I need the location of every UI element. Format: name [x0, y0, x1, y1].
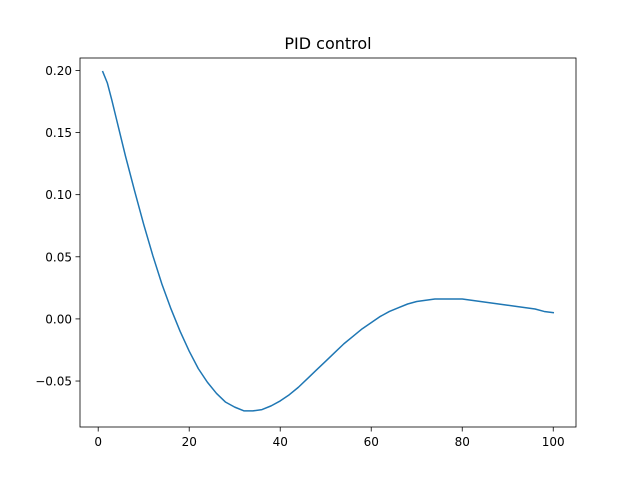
chart-title: PID control	[284, 34, 371, 53]
y-tick-label: −0.05	[35, 375, 72, 389]
y-tick-label: 0.15	[45, 126, 72, 140]
x-tick-label: 80	[455, 435, 470, 449]
plot-area: 0 20 40 60 80 100 −0.05 0.00 0.05 0.10 0.15 0.20	[35, 57, 577, 449]
x-tick-label: 0	[94, 435, 102, 449]
axes-frame	[79, 57, 577, 428]
y-tick-label: 0.05	[45, 250, 72, 264]
x-tick-label: 40	[273, 435, 288, 449]
x-tick-label: 60	[364, 435, 379, 449]
y-tick-label: 0.00	[45, 312, 72, 326]
y-tick-label: 0.20	[45, 64, 72, 78]
y-tick-label: 0.10	[45, 188, 72, 202]
x-tick-label: 20	[182, 435, 197, 449]
series-line-0	[101, 70, 555, 412]
x-tick-label: 100	[542, 435, 565, 449]
